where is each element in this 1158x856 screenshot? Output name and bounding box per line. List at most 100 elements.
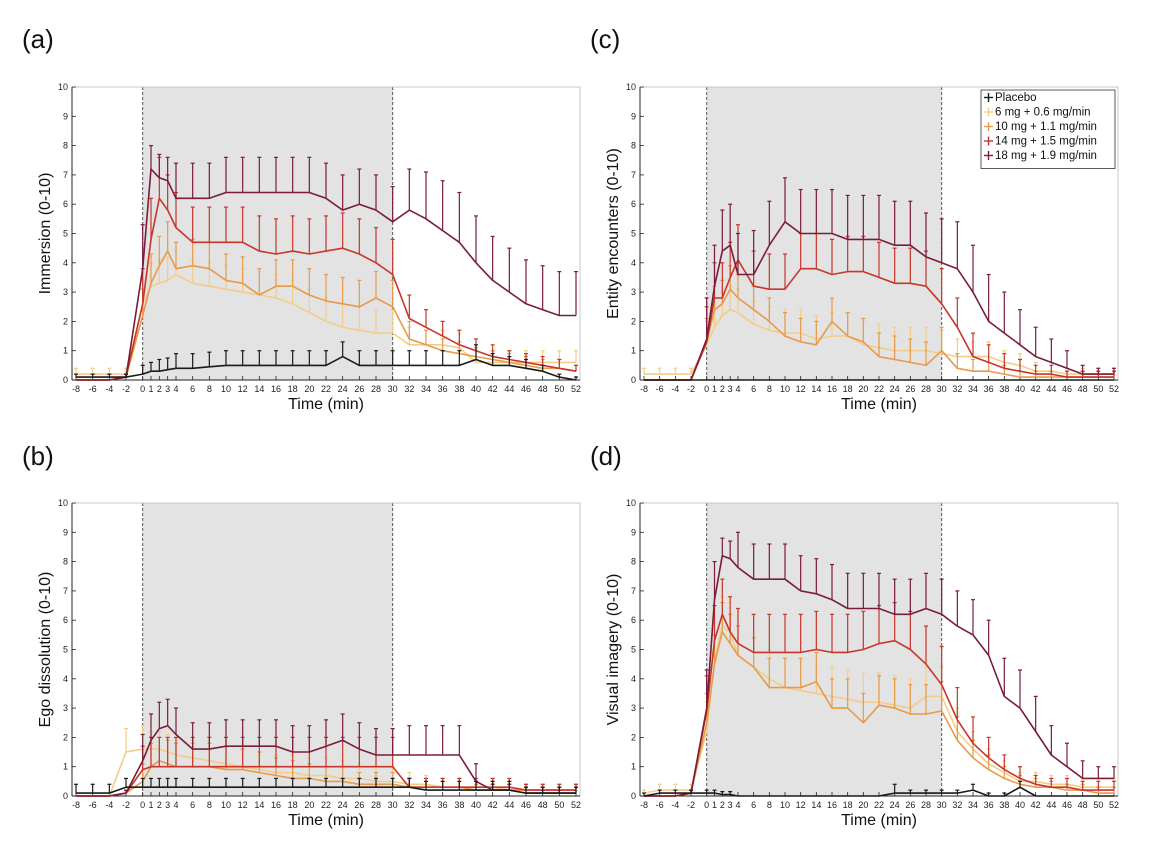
y-tick-label: 4 [631, 674, 636, 684]
legend-label: 18 mg + 1.9 mg/min [995, 150, 1097, 162]
y-tick-label: 0 [631, 791, 636, 801]
x-tick-label: 34 [421, 800, 431, 810]
x-tick-label: 36 [984, 800, 994, 810]
x-tick-label: 32 [404, 384, 414, 394]
x-tick-label: 0 [140, 384, 145, 394]
x-tick-label: 52 [1109, 800, 1119, 810]
x-tick-label: 14 [254, 384, 264, 394]
x-tick-label: 44 [504, 800, 514, 810]
x-tick-label: 52 [1109, 384, 1119, 394]
series-14-mg-1-5-mg-min [644, 224, 1116, 381]
legend-entry: 14 mg + 1.5 mg/min [984, 136, 1097, 148]
x-axis-title: Time (min) [841, 812, 917, 829]
y-tick-label: 7 [63, 586, 68, 596]
x-axis-title: Time (min) [288, 396, 364, 413]
y-tick-label: 6 [631, 199, 636, 209]
x-tick-label: -4 [671, 800, 679, 810]
series-line [76, 250, 577, 381]
x-tick-label: 48 [1078, 800, 1088, 810]
series-line [76, 197, 577, 381]
x-tick-label: 48 [1078, 384, 1088, 394]
y-tick-label: 5 [631, 645, 636, 655]
x-tick-label: 1 [148, 800, 153, 810]
infusion-window-shading [706, 503, 942, 796]
y-tick-label: 6 [631, 615, 636, 625]
x-tick-label: 6 [190, 800, 195, 810]
series-placebo [74, 777, 578, 794]
x-tick-label: 18 [843, 800, 853, 810]
x-tick-label: -6 [89, 800, 97, 810]
series-line [76, 355, 577, 381]
x-tick-label: 30 [388, 384, 398, 394]
legend-entry: 18 mg + 1.9 mg/min [984, 150, 1097, 162]
y-tick-label: 8 [63, 141, 68, 151]
x-tick-label: -4 [105, 800, 113, 810]
y-tick-label: 7 [631, 586, 636, 596]
legend-label: Placebo [995, 92, 1037, 104]
x-tick-label: -2 [122, 384, 130, 394]
series-18-mg-1-9-mg-min [76, 698, 578, 797]
y-axis-title: Immersion (0-10) [37, 173, 54, 295]
y-tick-label: 9 [631, 527, 636, 537]
x-tick-label: 8 [767, 384, 772, 394]
x-tick-label: 28 [371, 384, 381, 394]
x-tick-label: 10 [221, 384, 231, 394]
x-tick-label: 48 [538, 800, 548, 810]
y-tick-label: 5 [63, 229, 68, 239]
x-tick-label: 4 [735, 800, 740, 810]
y-tick-label: 3 [631, 287, 636, 297]
panel-letter: (d) [590, 441, 622, 471]
x-tick-label: 24 [338, 384, 348, 394]
x-tick-label: 24 [890, 800, 900, 810]
x-tick-label: -8 [72, 384, 80, 394]
x-tick-label: 44 [504, 384, 514, 394]
x-tick-label: 32 [952, 800, 962, 810]
x-tick-label: 12 [796, 384, 806, 394]
x-tick-label: 20 [304, 800, 314, 810]
x-tick-label: 6 [751, 384, 756, 394]
x-tick-label: -6 [656, 800, 664, 810]
x-tick-label: 52 [571, 384, 581, 394]
x-tick-label: 46 [1062, 384, 1072, 394]
panel-letter: (c) [590, 24, 620, 54]
x-tick-label: 2 [157, 384, 162, 394]
x-tick-label: 18 [843, 384, 853, 394]
y-tick-label: 0 [63, 791, 68, 801]
x-tick-label: -2 [687, 800, 695, 810]
x-tick-label: 16 [827, 384, 837, 394]
x-tick-label: 18 [288, 384, 298, 394]
x-tick-label: 40 [1015, 384, 1025, 394]
x-tick-label: 36 [438, 800, 448, 810]
x-tick-label: 30 [937, 800, 947, 810]
y-axis-title: Ego dissolution (0-10) [37, 572, 54, 728]
series-10-mg-1-1-mg-min [76, 221, 578, 381]
x-tick-label: 50 [554, 800, 564, 810]
series-line [644, 259, 1114, 381]
panel-letter: (a) [22, 24, 54, 54]
y-tick-label: 3 [63, 287, 68, 297]
series-18-mg-1-9-mg-min [644, 177, 1116, 381]
y-tick-label: 1 [63, 762, 68, 772]
y-tick-label: 9 [63, 111, 68, 121]
x-tick-label: -8 [640, 800, 648, 810]
x-tick-label: 10 [221, 800, 231, 810]
infusion-window-shading [142, 503, 393, 796]
y-tick-label: 3 [63, 703, 68, 713]
x-tick-label: 3 [165, 800, 170, 810]
x-tick-label: 26 [354, 384, 364, 394]
series-10-mg-1-1-mg-min [644, 602, 1116, 797]
x-tick-label: 4 [735, 384, 740, 394]
y-tick-label: 10 [58, 498, 68, 508]
x-axis-title: Time (min) [841, 396, 917, 413]
x-axis-title: Time (min) [288, 812, 364, 829]
x-tick-label: 20 [858, 384, 868, 394]
x-tick-label: 22 [321, 384, 331, 394]
y-tick-label: 3 [631, 703, 636, 713]
series-line [644, 308, 1114, 375]
series-line [644, 613, 1114, 797]
x-tick-label: 2 [157, 800, 162, 810]
x-tick-label: 3 [728, 800, 733, 810]
y-tick-label: 0 [631, 375, 636, 385]
x-tick-label: 46 [521, 800, 531, 810]
